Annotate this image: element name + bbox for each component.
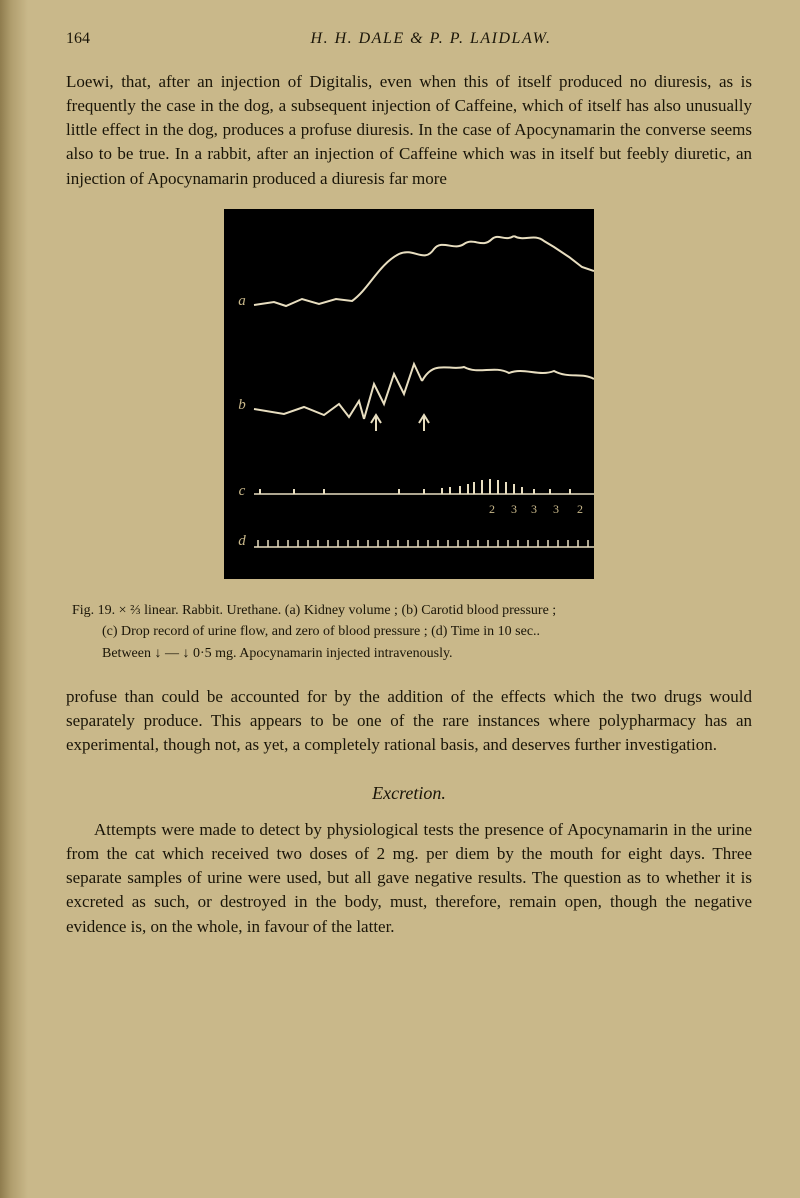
running-head: 164 H. H. DALE & P. P. LAIDLAW. — [66, 30, 752, 48]
svg-text:2: 2 — [489, 502, 495, 516]
svg-text:3: 3 — [553, 502, 559, 516]
running-title: H. H. DALE & P. P. LAIDLAW. — [110, 30, 752, 48]
figure-19-caption: Fig. 19. × ⅔ linear. Rabbit. Urethane. (… — [72, 600, 746, 665]
paragraph-3: Attempts were made to detect by physiolo… — [66, 818, 752, 939]
svg-text:b: b — [238, 397, 246, 413]
paragraph-1: Loewi, that, after an injection of Digit… — [66, 70, 752, 191]
paragraph-2: profuse than could be accounted for by t… — [66, 685, 752, 757]
page-number: 164 — [66, 30, 90, 48]
figure-19: abcd23332 — [66, 209, 752, 584]
fig-caption-line2: (c) Drop record of urine flow, and zero … — [102, 621, 746, 643]
fig-caption-line1: Fig. 19. × ⅔ linear. Rabbit. Urethane. (… — [72, 603, 556, 618]
svg-text:2: 2 — [577, 502, 583, 516]
svg-text:3: 3 — [531, 502, 537, 516]
figure-19-chart: abcd23332 — [224, 209, 594, 579]
svg-text:a: a — [238, 293, 246, 309]
svg-text:3: 3 — [511, 502, 517, 516]
svg-text:d: d — [238, 533, 246, 549]
section-heading-excretion: Excretion. — [66, 783, 752, 804]
svg-text:c: c — [239, 483, 246, 499]
fig-caption-line3: Between ↓ — ↓ 0·5 mg. Apocynamarin injec… — [102, 643, 746, 665]
